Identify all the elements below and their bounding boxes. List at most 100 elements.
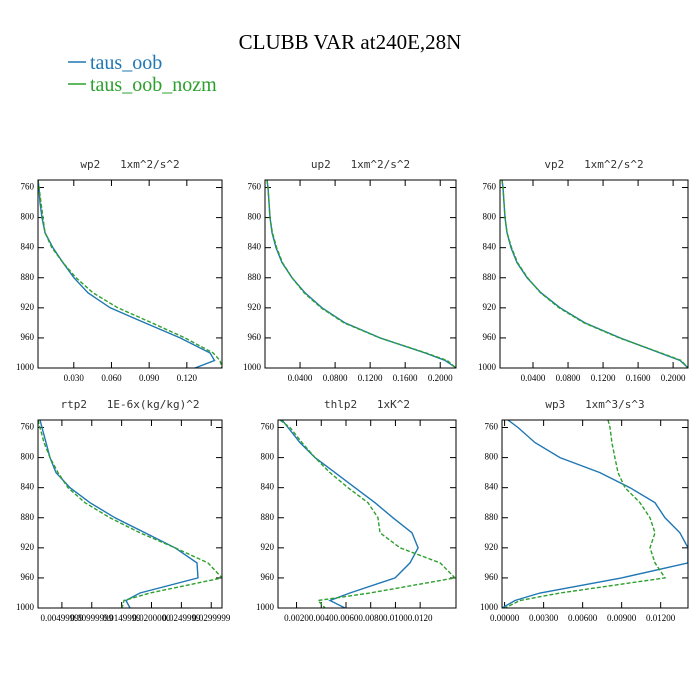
profile-line (504, 420, 667, 608)
x-tick-label: 0.00999999 (70, 613, 113, 623)
y-tick-label: 880 (248, 272, 262, 282)
x-tick-label: 0.090 (139, 373, 160, 383)
profile-line (39, 420, 199, 608)
x-tick-label: 0.00300 (529, 613, 559, 623)
x-tick-label: 0.01200 (646, 613, 676, 623)
x-tick-label: 0.00900 (607, 613, 637, 623)
y-tick-label: 760 (483, 182, 497, 192)
x-tick-label: 0.0400 (521, 373, 546, 383)
y-tick-label: 800 (21, 452, 35, 462)
y-tick-label: 760 (261, 422, 275, 432)
y-tick-label: 880 (21, 272, 35, 282)
y-tick-label: 1000 (16, 362, 35, 372)
x-tick-label: 0.0800 (556, 373, 581, 383)
y-tick-label: 840 (261, 482, 275, 492)
x-tick-label: 0.0800 (323, 373, 348, 383)
panel-title: thlp2 1xK^2 (324, 398, 410, 411)
y-tick-label: 960 (261, 572, 275, 582)
y-tick-label: 920 (21, 542, 35, 552)
panel-title: wp3 1xm^3/s^3 (545, 398, 644, 411)
x-tick-label: 0.1200 (591, 373, 616, 383)
plot-frame (499, 179, 689, 369)
y-tick-label: 840 (21, 242, 35, 252)
y-tick-label: 920 (483, 302, 497, 312)
y-tick-label: 760 (21, 422, 35, 432)
y-tick-label: 960 (248, 332, 262, 342)
plot-frame (264, 179, 457, 369)
y-tick-label: 1000 (478, 362, 497, 372)
y-tick-label: 800 (21, 212, 35, 222)
x-tick-label: 0.120 (177, 373, 198, 383)
y-tick-label: 880 (21, 512, 35, 522)
x-tick-label: 0.030 (64, 373, 85, 383)
x-tick-label: 0.0249999 (162, 613, 201, 623)
y-tick-label: 800 (248, 212, 262, 222)
x-tick-label: 0.060 (101, 373, 122, 383)
y-tick-label: 760 (248, 182, 262, 192)
y-tick-label: 960 (485, 572, 499, 582)
y-tick-label: 840 (21, 482, 35, 492)
y-tick-label: 920 (248, 302, 262, 312)
y-tick-label: 1000 (16, 602, 35, 612)
y-tick-label: 760 (485, 422, 499, 432)
y-tick-label: 880 (485, 512, 499, 522)
plot-frame (37, 419, 223, 609)
y-tick-label: 1000 (480, 602, 499, 612)
x-tick-label: 0.0120 (408, 613, 433, 623)
y-tick-label: 920 (261, 542, 275, 552)
x-tick-label: 0.0060 (334, 613, 359, 623)
x-tick-label: 0.1200 (358, 373, 383, 383)
x-tick-label: 0.0149999 (103, 613, 142, 623)
y-tick-label: 960 (21, 572, 35, 582)
y-tick-label: 1000 (243, 362, 262, 372)
y-tick-label: 960 (483, 332, 497, 342)
y-tick-label: 880 (483, 272, 497, 282)
x-tick-label: 0.0299999 (192, 613, 231, 623)
x-tick-label: 0.00499999 (41, 613, 84, 623)
profile-line (38, 180, 222, 368)
y-tick-label: 800 (485, 452, 499, 462)
legend-label: taus_oob_nozm (90, 74, 217, 96)
plot-frame (277, 419, 457, 609)
x-tick-label: 0.00600 (568, 613, 598, 623)
x-tick-label: 0.1600 (393, 373, 418, 383)
x-tick-label: 0.0020 (284, 613, 309, 623)
legend-label: taus_oob (90, 52, 162, 74)
y-tick-label: 920 (485, 542, 499, 552)
y-tick-label: 840 (485, 482, 499, 492)
plot-frame (37, 179, 223, 369)
y-tick-label: 760 (21, 182, 35, 192)
profile-line (266, 180, 456, 368)
x-tick-label: 0.0080 (358, 613, 383, 623)
profile-line (38, 180, 216, 368)
profile-line (266, 180, 456, 368)
x-tick-label: 0.0100 (383, 613, 408, 623)
profile-line (279, 420, 456, 608)
profile-line (502, 420, 688, 608)
y-tick-label: 880 (261, 512, 275, 522)
panel-title: rtp2 1E-6x(kg/kg)^2 (60, 398, 199, 411)
x-tick-label: 0.2000 (661, 373, 686, 383)
y-tick-label: 960 (21, 332, 35, 342)
profile-line (501, 180, 688, 368)
y-tick-label: 920 (21, 302, 35, 312)
y-tick-label: 800 (261, 452, 275, 462)
figure-title: CLUBB VAR at240E,28N (239, 30, 462, 54)
x-tick-label: 0.1600 (626, 373, 651, 383)
plot-frame (501, 419, 689, 609)
y-tick-label: 1000 (256, 602, 275, 612)
x-tick-label: 0.0400 (288, 373, 313, 383)
panel-title: up2 1xm^2/s^2 (311, 158, 410, 171)
x-tick-label: 0.0040 (309, 613, 334, 623)
panel-title: vp2 1xm^2/s^2 (544, 158, 643, 171)
x-tick-label: 0.2000 (428, 373, 453, 383)
profile-line (281, 420, 419, 608)
y-tick-label: 800 (483, 212, 497, 222)
y-tick-label: 840 (248, 242, 262, 252)
x-tick-label: 0.0200000 (132, 613, 171, 623)
y-tick-label: 840 (483, 242, 497, 252)
profile-line (501, 180, 688, 368)
panel-title: wp2 1xm^2/s^2 (80, 158, 179, 171)
